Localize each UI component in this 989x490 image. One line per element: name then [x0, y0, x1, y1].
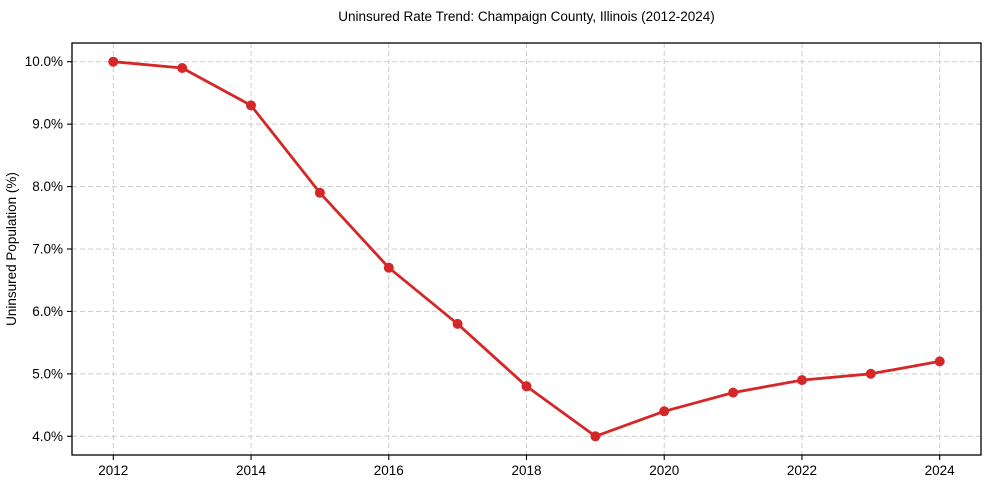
x-tick-label: 2018 — [511, 463, 541, 478]
x-tick-label: 2012 — [98, 463, 128, 478]
gridlines — [72, 43, 981, 455]
x-tick-label: 2022 — [787, 463, 817, 478]
y-tick-label: 5.0% — [32, 366, 63, 381]
data-point — [177, 63, 188, 73]
data-point — [728, 387, 739, 398]
data-point — [934, 356, 945, 367]
x-tick-label: 2014 — [236, 463, 267, 478]
chart-title: Uninsured Rate Trend: Champaign County, … — [338, 9, 714, 24]
data-point — [865, 368, 876, 379]
data-point — [521, 381, 532, 392]
data-point — [383, 262, 394, 273]
y-axis-label: Uninsured Population (%) — [4, 172, 19, 326]
data-series — [108, 56, 945, 442]
y-tick-label: 4.0% — [32, 429, 63, 444]
data-point — [659, 406, 670, 417]
data-point — [314, 187, 325, 198]
y-tick-label: 6.0% — [32, 304, 63, 319]
y-tick-label: 10.0% — [25, 54, 63, 69]
data-point — [108, 56, 119, 67]
y-tick-label: 7.0% — [32, 242, 63, 257]
y-tick-labels: 4.0% 5.0% 6.0% 7.0% 8.0% 9.0% 10.0% — [25, 54, 63, 444]
x-tick-label: 2020 — [649, 463, 679, 478]
data-point — [246, 100, 256, 111]
x-tick-labels: 2012 2014 2016 2018 2020 2022 2024 — [98, 463, 955, 478]
data-point — [797, 375, 807, 386]
tick-marks — [67, 61, 941, 460]
y-tick-label: 8.0% — [32, 179, 63, 194]
x-tick-label: 2024 — [925, 463, 956, 478]
y-tick-label: 9.0% — [32, 117, 63, 132]
x-tick-label: 2016 — [374, 463, 404, 478]
data-point — [452, 318, 463, 329]
data-point — [590, 431, 601, 442]
